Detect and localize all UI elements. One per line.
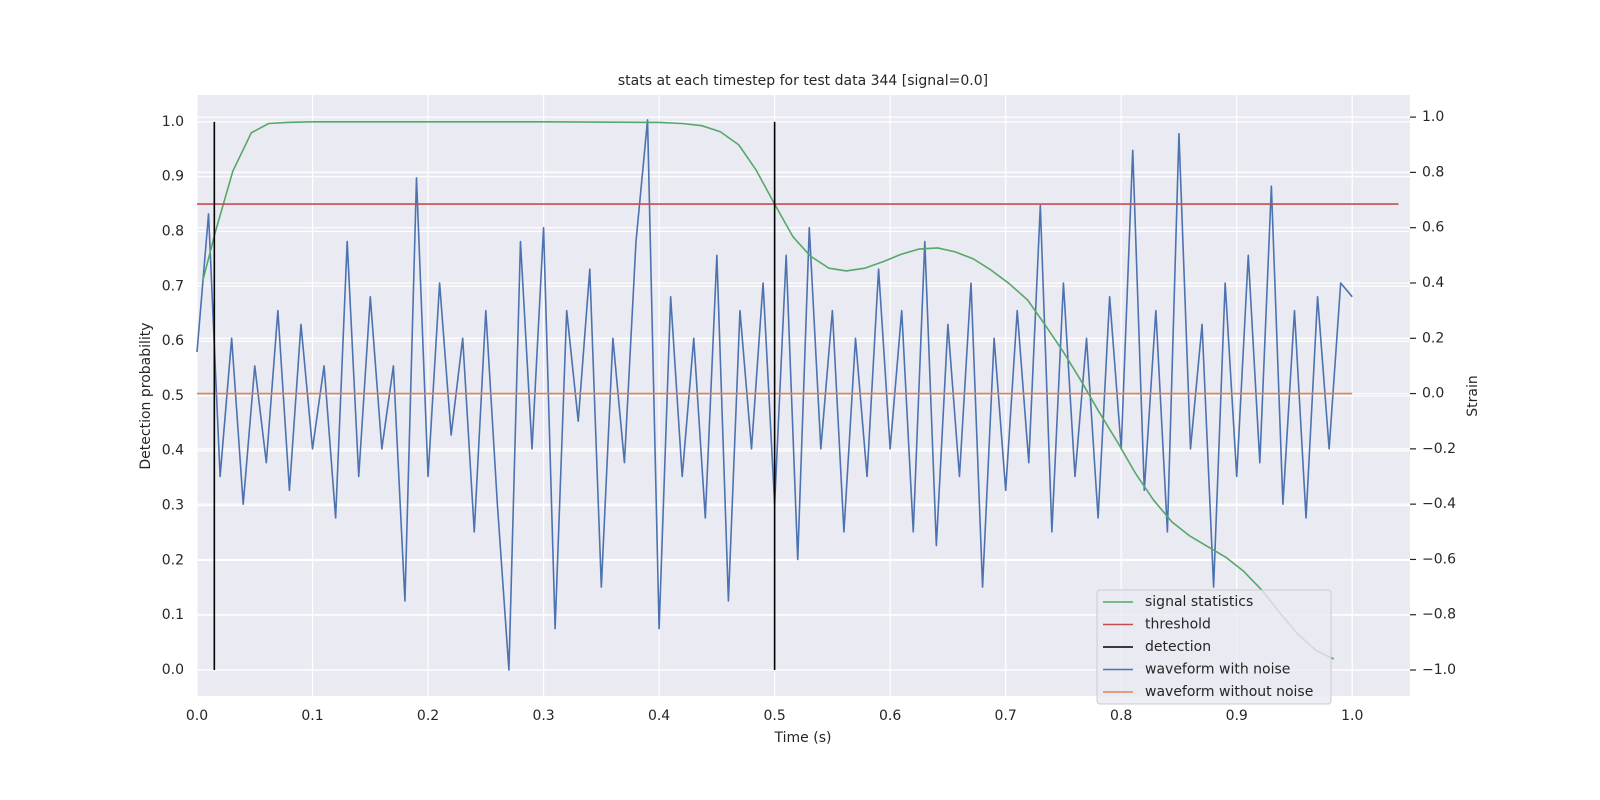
y-tick-label: 0.4 [162, 443, 184, 459]
x-tick-label: 1.0 [1341, 708, 1363, 724]
y-tick-label: 0.1 [162, 607, 184, 623]
y-tick-label: 0.6 [162, 333, 184, 349]
x-tick-label: 0.2 [417, 708, 439, 724]
y2-tick-label: 0.0 [1422, 386, 1444, 402]
legend-label: threshold [1145, 617, 1211, 633]
y-tick-label: 0.7 [162, 278, 184, 294]
y2-tick-label: −0.2 [1422, 441, 1456, 457]
x-tick-label: 0.0 [186, 708, 208, 724]
y2-axis-label: Strain [1465, 375, 1481, 416]
y2-tick-label: −0.4 [1422, 496, 1456, 512]
legend-label: detection [1145, 639, 1211, 655]
y2-tick-label: 0.4 [1422, 275, 1444, 291]
y2-tick-label: 1.0 [1422, 109, 1444, 125]
chart-title: stats at each timestep for test data 344… [618, 73, 988, 89]
x-tick-label: 0.5 [763, 708, 785, 724]
y2-tick-label: 0.8 [1422, 164, 1444, 180]
legend-label: signal statistics [1145, 594, 1253, 610]
x-tick-label: 0.7 [995, 708, 1017, 724]
y-tick-label: 0.9 [162, 169, 184, 185]
y2-tick-label: 0.6 [1422, 220, 1444, 236]
y-tick-label: 0.0 [162, 662, 184, 678]
series-line [202, 121, 1335, 660]
legend-label: waveform with noise [1145, 662, 1290, 678]
y-axis-label: Detection probability [138, 322, 154, 469]
y2-tick-label: 0.2 [1422, 330, 1444, 346]
y-tick-label: 0.2 [162, 552, 184, 568]
y2-tick-label: −1.0 [1422, 662, 1456, 678]
y-tick-label: 0.8 [162, 223, 184, 239]
y2-tick-label: −0.6 [1422, 551, 1456, 567]
y-tick-label: 1.0 [162, 114, 184, 130]
x-tick-label: 0.8 [1110, 708, 1132, 724]
x-axis-label: Time (s) [774, 730, 832, 746]
y-tick-label: 0.5 [162, 388, 184, 404]
x-tick-label: 0.1 [301, 708, 323, 724]
x-tick-label: 0.6 [879, 708, 901, 724]
y2-tick-label: −0.8 [1422, 607, 1456, 623]
legend-box [1096, 589, 1332, 705]
x-tick-label: 0.3 [532, 708, 554, 724]
x-tick-label: 0.9 [1226, 708, 1248, 724]
y-tick-label: 0.3 [162, 498, 184, 514]
series-line [213, 121, 776, 670]
legend-label: waveform without noise [1145, 684, 1313, 700]
x-tick-label: 0.4 [648, 708, 670, 724]
